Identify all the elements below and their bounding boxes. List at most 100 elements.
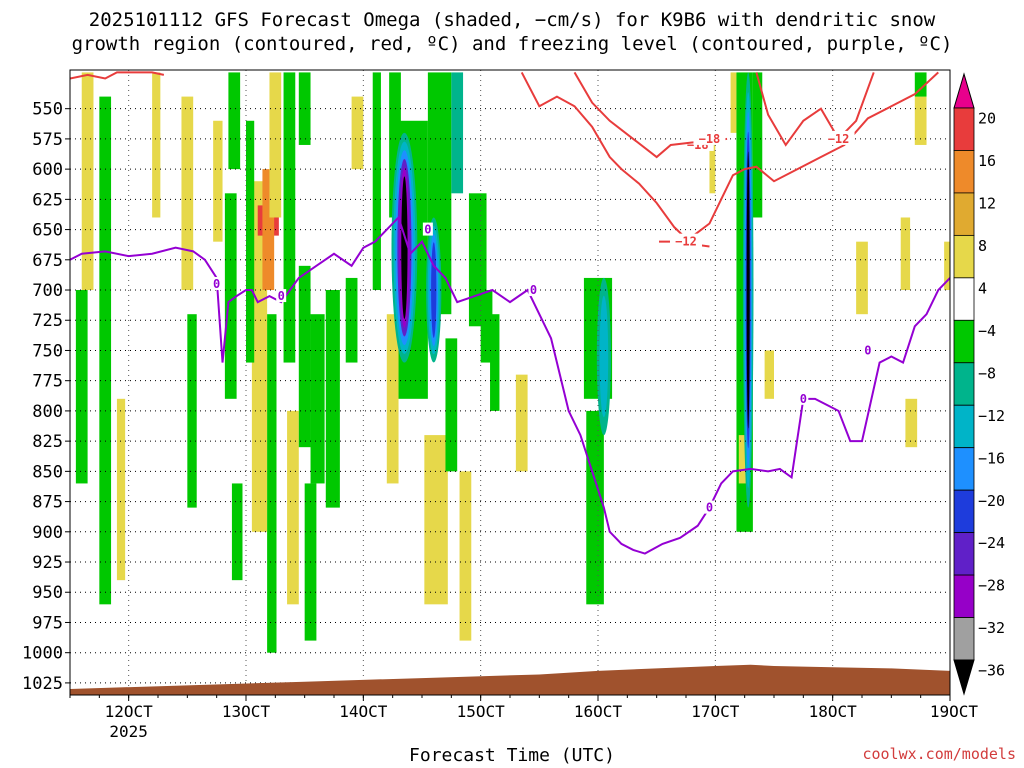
dgz-label-1: −18 bbox=[699, 132, 721, 146]
omega-cell-45 bbox=[738, 435, 746, 484]
omega-shading bbox=[75, 72, 950, 653]
omega-cell-42 bbox=[730, 72, 737, 133]
omega-cell-46 bbox=[764, 350, 774, 399]
omega-cell-0 bbox=[75, 290, 88, 484]
dendritic-growth-contours: −18−18−12−12 bbox=[70, 71, 939, 249]
freezing-label-bg-4 bbox=[704, 500, 715, 514]
omega-cell-28 bbox=[389, 72, 401, 218]
colorbar-label-13: −36 bbox=[978, 662, 1005, 680]
colorbar-swatch-3 bbox=[953, 234, 975, 279]
y-tick-label-1025: 1025 bbox=[22, 674, 63, 694]
omega-cell-30 bbox=[424, 435, 448, 605]
colorbar-label-11: −28 bbox=[978, 577, 1005, 595]
x-tick-label-5: 17OCT bbox=[691, 702, 740, 721]
colorbar-label-9: −20 bbox=[978, 492, 1005, 510]
freezing-level-line bbox=[70, 215, 950, 555]
dgz-contour-2 bbox=[659, 71, 939, 243]
colorbar-label-5: −4 bbox=[978, 322, 996, 340]
y-tick-label-925: 925 bbox=[32, 553, 63, 573]
omega-cell-8 bbox=[228, 72, 241, 170]
dgz-contour-4 bbox=[70, 71, 165, 80]
omega-cell-11 bbox=[231, 483, 243, 581]
omega-cell-47 bbox=[856, 241, 868, 315]
credit-text: coolwx.com/models bbox=[862, 745, 1016, 763]
colorbar-top-arrow bbox=[953, 72, 975, 109]
y-tick-label-825: 825 bbox=[32, 432, 63, 452]
x-tick-label-0: 12OCT bbox=[105, 702, 154, 721]
colorbar-label-7: −12 bbox=[978, 407, 1005, 425]
omega-cell-32 bbox=[445, 338, 458, 472]
y-tick-label-875: 875 bbox=[32, 493, 63, 513]
omega-cell-1 bbox=[81, 72, 94, 291]
x-axis-label: Forecast Time (UTC) bbox=[409, 745, 615, 766]
freezing-label-5: 0 bbox=[800, 392, 807, 406]
freezing-label-bg-0 bbox=[211, 276, 222, 290]
y-tick-label-975: 975 bbox=[32, 613, 63, 633]
y-tick-label-750: 750 bbox=[32, 341, 63, 361]
freezing-label-bg-2 bbox=[422, 222, 433, 236]
omega-cell-25 bbox=[351, 96, 364, 170]
omega-cell-51 bbox=[944, 241, 950, 291]
omega-cell-40 bbox=[586, 410, 604, 605]
freezing-label-0: 0 bbox=[213, 277, 220, 291]
omega-cell-4 bbox=[152, 72, 161, 218]
omega-cell-50 bbox=[914, 96, 927, 145]
x-tick-label-4: 16OCT bbox=[574, 702, 623, 721]
dgz-label-bg-3 bbox=[822, 130, 855, 145]
omega-cell-5 bbox=[181, 96, 194, 291]
colorbar-swatch-0 bbox=[953, 107, 975, 151]
x-tick-label-2: 14OCT bbox=[339, 702, 388, 721]
colorbar-label-0: 20 bbox=[978, 110, 996, 128]
omega-cell-6 bbox=[187, 314, 197, 508]
y-tick-label-625: 625 bbox=[32, 190, 63, 210]
colorbar-swatch-6 bbox=[953, 362, 975, 406]
y-tick-label-725: 725 bbox=[32, 311, 63, 331]
y-tick-label-900: 900 bbox=[32, 523, 63, 543]
freezing-label-1: 0 bbox=[278, 289, 285, 303]
colorbar-label-8: −16 bbox=[978, 449, 1005, 467]
omega-cell-18 bbox=[287, 410, 299, 605]
colorbar-swatch-12 bbox=[953, 617, 975, 661]
x-tick-label-7: 19OCT bbox=[930, 702, 979, 721]
freezing-level-contour: 0 0 0 0 0 0 0 bbox=[70, 215, 950, 555]
y-tick-label-600: 600 bbox=[32, 160, 63, 180]
omega-cell-34 bbox=[459, 471, 472, 641]
colorbar-swatch-11 bbox=[953, 574, 975, 618]
x-tick-label-6: 18OCT bbox=[809, 702, 858, 721]
omega-cell-37 bbox=[490, 314, 500, 411]
freezing-label-6: 0 bbox=[864, 343, 871, 357]
y-tick-label-775: 775 bbox=[32, 372, 63, 392]
omega-core-0-level-5 bbox=[401, 176, 408, 320]
omega-cell-17 bbox=[283, 72, 296, 363]
colorbar-label-4: 4 bbox=[978, 279, 987, 297]
freezing-label-bg-3 bbox=[528, 283, 539, 297]
colorbar-swatch-9 bbox=[953, 489, 975, 534]
y-tick-label-850: 850 bbox=[32, 462, 63, 482]
omega-cell-21 bbox=[310, 314, 325, 484]
omega-cell-49 bbox=[905, 398, 918, 448]
y-tick-label-700: 700 bbox=[32, 281, 63, 301]
omega-cell-36 bbox=[480, 290, 493, 363]
colorbar-swatch-8 bbox=[953, 447, 975, 491]
dgz-label-bg-2 bbox=[670, 233, 702, 248]
x-tick-label-1: 13OCT bbox=[222, 702, 271, 721]
chart-title-line-1: 2025101112 GFS Forecast Omega (shaded, −… bbox=[88, 9, 936, 31]
colorbar-bottom-arrow bbox=[953, 659, 975, 696]
terrain bbox=[70, 664, 950, 695]
y-tick-label-650: 650 bbox=[32, 221, 63, 241]
y-tick-label-950: 950 bbox=[32, 583, 63, 603]
colorbar-swatch-2 bbox=[953, 192, 975, 236]
y-tick-label-575: 575 bbox=[32, 130, 63, 150]
omega-cell-26 bbox=[372, 72, 381, 291]
colorbar-label-10: −24 bbox=[978, 534, 1005, 552]
omega-cell-23 bbox=[325, 290, 340, 508]
omega-cell-14 bbox=[262, 169, 275, 291]
omega-cell-24 bbox=[345, 277, 358, 363]
y-axis: 550 575 600 625 650 675 700 725 750 775 800 825 850 8… bbox=[22, 100, 70, 694]
freezing-label-bg-1 bbox=[276, 289, 287, 303]
y-tick-label-675: 675 bbox=[32, 251, 63, 271]
freezing-label-bg-5 bbox=[798, 391, 809, 405]
omega-cell-20 bbox=[298, 265, 311, 448]
colorbar-label-6: −8 bbox=[978, 364, 996, 382]
